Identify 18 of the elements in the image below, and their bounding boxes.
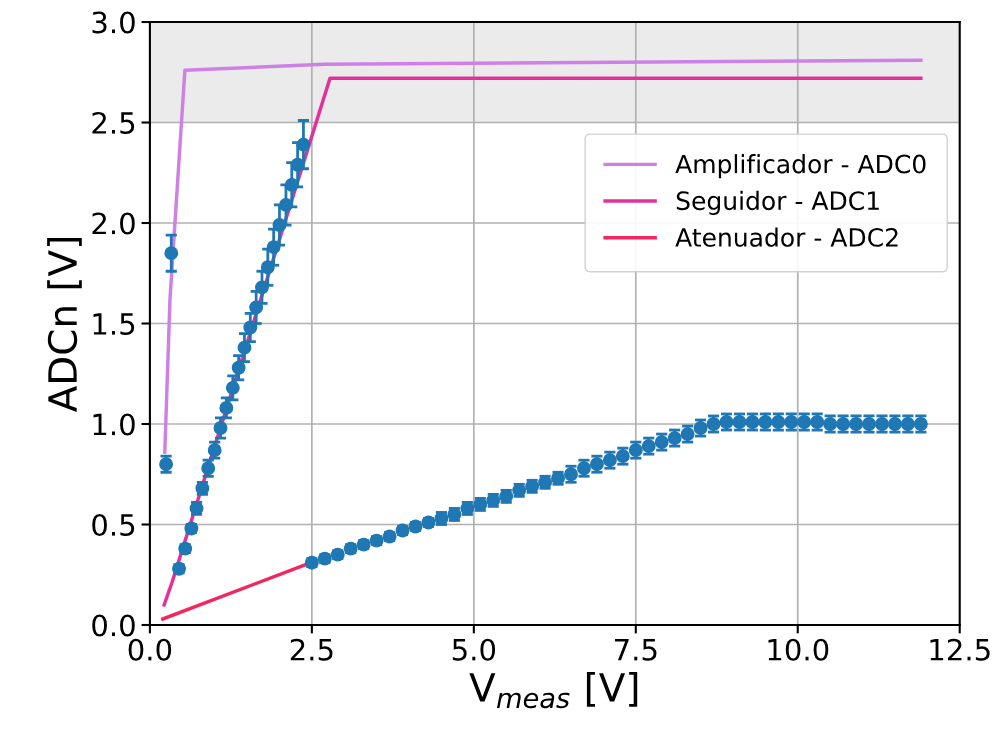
x-tick-label: 7.5 (614, 639, 657, 661)
legend-label: Seguidor - ADC1 (676, 190, 879, 216)
x-tick-label: 2.5 (290, 638, 333, 661)
y-axis-title: ADCn [V] (47, 238, 82, 413)
y-tick-label: 0.5 (92, 513, 135, 536)
y-tick-label: 1.5 (93, 313, 135, 336)
legend-label: Atenuador - ADC2 (675, 227, 898, 247)
y-tick-label: 3.0 (92, 11, 135, 34)
y-tick-label: 2.5 (92, 111, 135, 135)
legend-label: Amplificador - ADC0 (675, 154, 926, 179)
y-tick-label: 0.0 (92, 614, 135, 637)
x-tick-label: 10.0 (768, 638, 829, 661)
x-tick-label: 12.5 (930, 638, 990, 661)
x-axis-title: V$_{meas}$ [V] (469, 671, 638, 709)
y-tick-label: 1.0 (93, 413, 135, 436)
x-tick-label: 0.0 (128, 638, 172, 661)
x-tick-label: 5.0 (452, 638, 496, 661)
y-tick-label: 2.0 (92, 212, 135, 235)
